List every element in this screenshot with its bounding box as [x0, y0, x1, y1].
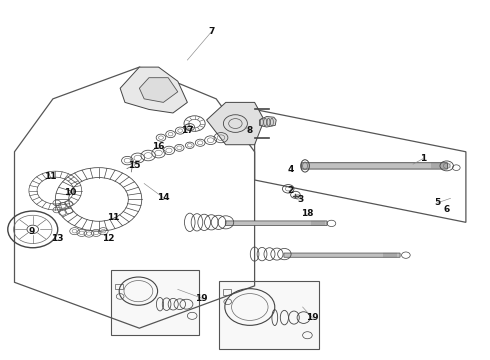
- Text: 8: 8: [246, 126, 253, 135]
- Text: 11: 11: [107, 212, 119, 221]
- Text: 7: 7: [208, 27, 215, 36]
- FancyBboxPatch shape: [302, 163, 448, 169]
- Text: 17: 17: [181, 126, 194, 135]
- Text: 2: 2: [288, 186, 294, 195]
- Polygon shape: [139, 78, 178, 102]
- Text: 10: 10: [64, 188, 76, 197]
- Text: 13: 13: [51, 234, 64, 243]
- Text: 16: 16: [152, 142, 165, 151]
- Text: 19: 19: [196, 294, 208, 303]
- Text: 14: 14: [157, 193, 170, 202]
- FancyBboxPatch shape: [284, 253, 400, 257]
- FancyBboxPatch shape: [219, 280, 319, 349]
- Text: 3: 3: [297, 195, 303, 204]
- Text: 12: 12: [102, 234, 114, 243]
- Text: 4: 4: [288, 165, 294, 174]
- Text: 15: 15: [128, 161, 141, 170]
- Polygon shape: [259, 117, 276, 127]
- Polygon shape: [207, 102, 264, 145]
- Text: 6: 6: [443, 206, 450, 215]
- Text: 11: 11: [44, 172, 57, 181]
- Text: 5: 5: [434, 198, 440, 207]
- FancyBboxPatch shape: [225, 221, 327, 225]
- FancyBboxPatch shape: [111, 270, 199, 335]
- Text: 9: 9: [28, 227, 34, 236]
- Polygon shape: [120, 67, 187, 113]
- Text: 1: 1: [419, 154, 426, 163]
- Text: 19: 19: [306, 313, 318, 322]
- Text: 18: 18: [301, 209, 314, 218]
